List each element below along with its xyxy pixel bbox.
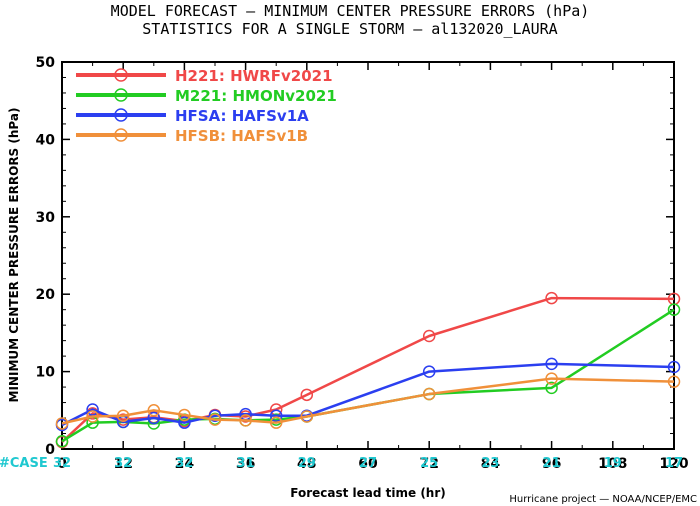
legend-swatch-marker [114, 108, 128, 122]
case-count: 29 [298, 456, 316, 471]
x-tick-label: 0 [57, 456, 67, 472]
case-count: 17 [665, 456, 683, 471]
series-point [300, 388, 314, 402]
series-point [545, 291, 558, 305]
x-axis-title: Forecast lead time (hr) [290, 486, 446, 500]
legend-swatch-marker [114, 68, 128, 82]
series-point [300, 410, 314, 423]
case-count: 31 [237, 456, 255, 471]
case-count: 19 [604, 456, 622, 471]
series-point [178, 408, 191, 422]
y-tick-label: 10 [36, 365, 56, 381]
series-point [178, 416, 191, 429]
plot-area: 0 10 20 30 40 50 0 12 24 36 48 60 72 84 96 108 120 32 32 32… [36, 55, 689, 472]
x-tick-label: 108 [598, 456, 627, 472]
series-point [55, 417, 69, 430]
x-tick-label: 12 [113, 456, 132, 472]
legend-entry-label: M221: HMONv2021 [175, 87, 337, 105]
x-tick-label: 60 [358, 456, 378, 472]
case-count: 32 [175, 456, 193, 471]
series-point [116, 409, 130, 422]
legend-entry-label: HFSA: HAFSv1A [175, 107, 309, 125]
x-tick-label: 24 [175, 456, 195, 472]
series-point [667, 360, 681, 374]
series-point [55, 435, 69, 448]
x-tick-label: 48 [297, 456, 316, 472]
series-point [667, 303, 681, 316]
legend-swatch-marker [114, 128, 128, 142]
case-count: 23 [481, 456, 499, 471]
series-point [422, 365, 436, 378]
series-point [208, 413, 222, 426]
y-tick-label: 30 [36, 210, 56, 226]
series-point [667, 375, 681, 388]
case-count: 32 [114, 456, 132, 471]
series-point [545, 372, 558, 385]
legend-swatch-marker [114, 88, 128, 102]
series-point [86, 403, 99, 416]
series-point [269, 413, 283, 426]
series-point [86, 410, 99, 423]
series-point [422, 329, 436, 343]
case-count: 32 [53, 456, 71, 471]
chart-subtitle: STATISTICS FOR A SINGLE STORM — al132020… [142, 20, 557, 38]
case-count: 25 [420, 456, 438, 471]
series-point [545, 357, 558, 371]
legend-entry-label: HFSB: HAFSv1B [175, 127, 308, 145]
case-count: 21 [543, 456, 561, 471]
case-count: 27 [359, 456, 377, 471]
x-tick-label: 120 [659, 456, 688, 472]
series-line [61, 296, 675, 443]
series-line [61, 308, 675, 443]
series-point [239, 414, 252, 427]
x-tick-label: 36 [236, 456, 255, 472]
series-point [269, 416, 283, 429]
plot-frame [61, 61, 675, 450]
y-axis-title: MINIMUM CENTER PRESSURE ERRORS (hPa) [7, 108, 21, 403]
y-tick-label: 0 [45, 442, 55, 458]
series-point [422, 387, 436, 401]
case-header-label: #CASE [0, 456, 48, 471]
y-tick-label: 50 [36, 55, 56, 71]
series-point [208, 409, 222, 422]
legend-entry-label: H221: HWRFv2021 [175, 67, 333, 85]
x-tick-label: 84 [481, 456, 501, 472]
chart-title: MODEL FORECAST — MINIMUM CENTER PRESSURE… [111, 2, 590, 20]
x-tick-label: 72 [419, 456, 438, 472]
series-point [147, 404, 161, 417]
y-tick-label: 40 [36, 132, 56, 148]
series-point [147, 411, 161, 425]
y-tick-label: 20 [36, 287, 56, 303]
series-point [545, 381, 558, 395]
credit-text: Hurricane project — NOAA/NCEP/EMC [509, 494, 697, 505]
series-point [269, 409, 283, 422]
x-tick-label: 96 [542, 456, 561, 472]
